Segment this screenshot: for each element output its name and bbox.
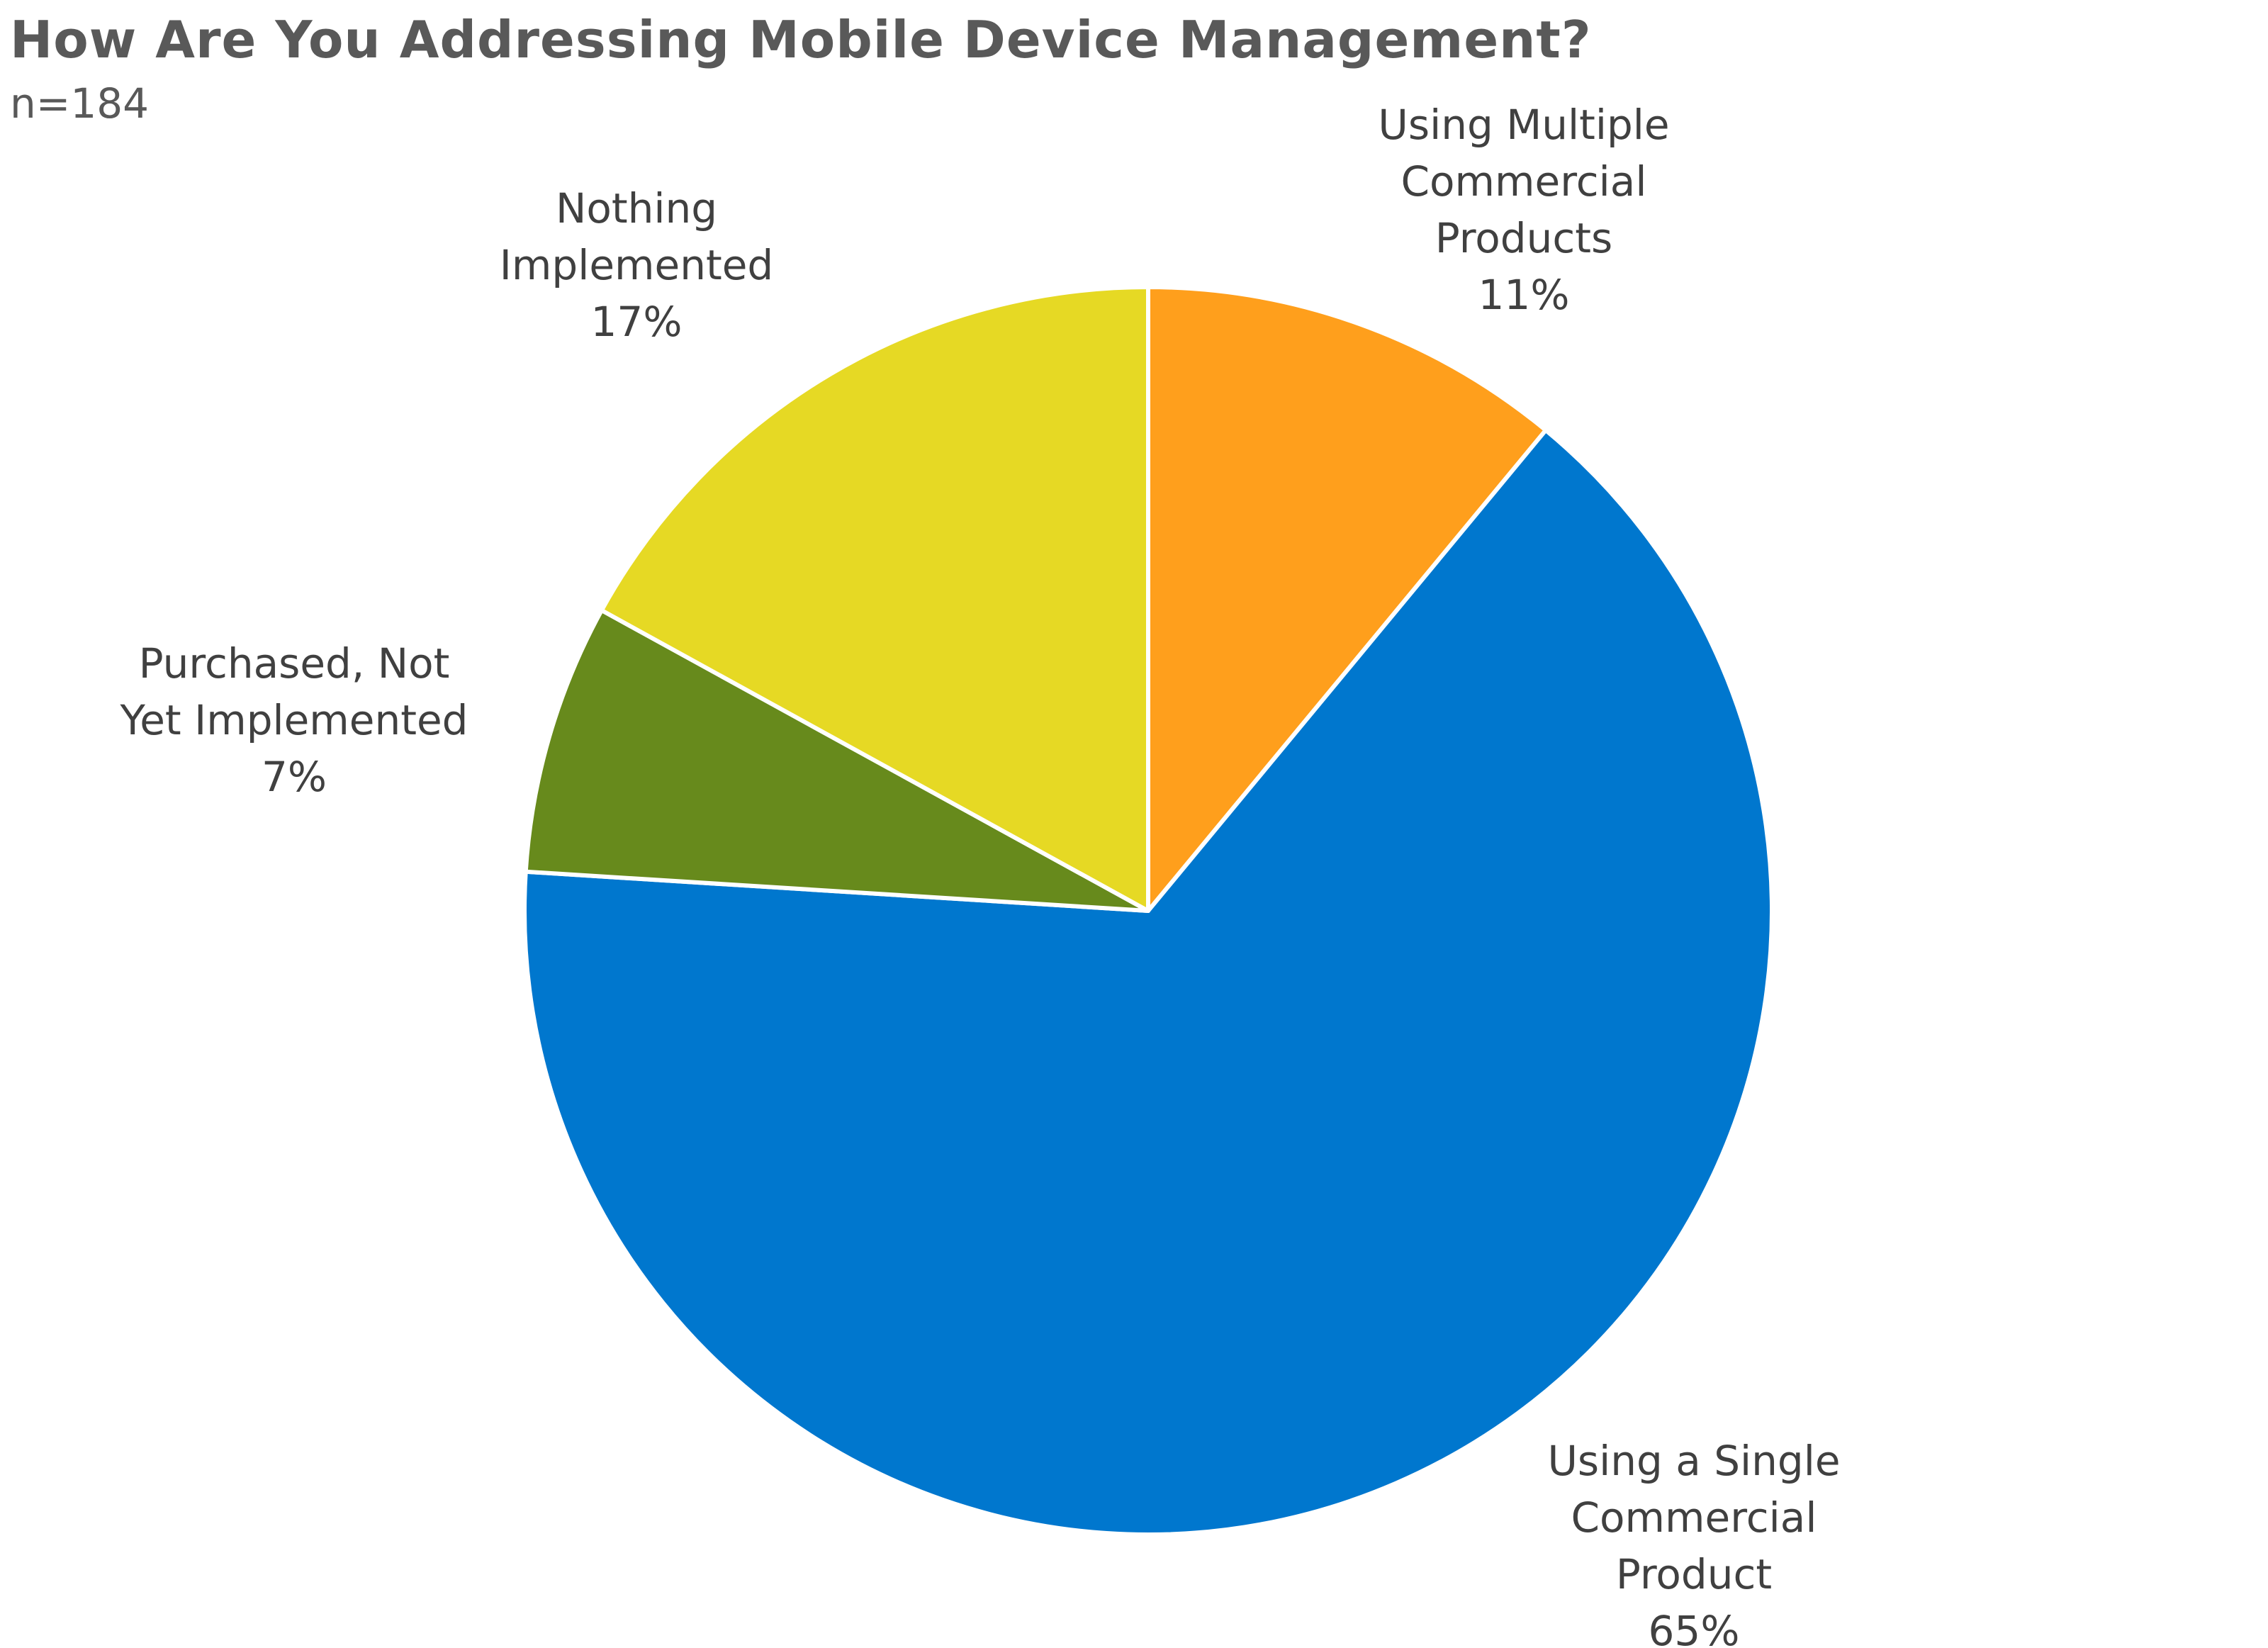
pie-slice-purchased-not-yet-implemented <box>523 608 1150 913</box>
slice-category-label: Commercial <box>1571 1493 1817 1542</box>
chart-subtitle: n=184 <box>10 79 150 128</box>
slice-category-label: Using Multiple <box>1378 101 1669 149</box>
slice-category-label: Nothing <box>556 184 717 232</box>
slice-label-nothing-implemented: Nothing Implemented 17% <box>500 184 773 346</box>
slice-category-label: Product <box>1616 1550 1772 1598</box>
slice-category-label: Commercial <box>1401 157 1647 206</box>
slice-value-label: 11% <box>1478 271 1570 319</box>
pie-slices <box>522 285 1774 1537</box>
slice-category-label: Implemented <box>500 241 773 289</box>
pie-labels: Using Multiple Commercial Products 11%Using… <box>120 101 1841 1648</box>
slice-label-using-multiple-commercial-products: Using Multiple Commercial Products 11% <box>1378 101 1669 319</box>
slice-label-purchased-not-yet-implemented: Purchased, Not Yet Implemented 7% <box>120 639 468 801</box>
pie-slice-nothing-implemented <box>599 285 1150 913</box>
slice-category-label: Purchased, Not <box>139 639 450 688</box>
chart-title: How Are You Addressing Mobile Device Man… <box>10 10 1592 69</box>
slice-category-label: Yet Implemented <box>120 696 468 744</box>
slice-value-label: 17% <box>591 298 683 346</box>
pie-slice-using-multiple-commercial-products <box>1146 285 1548 913</box>
slice-category-label: Using a Single <box>1547 1437 1840 1485</box>
pie-slice-using-a-single-commercial-product <box>522 427 1774 1537</box>
slice-label-using-a-single-commercial-product: Using a Single Commercial Product 65% <box>1547 1437 1840 1648</box>
slice-value-label: 65% <box>1649 1607 1740 1648</box>
slice-category-label: Products <box>1435 214 1612 262</box>
slice-value-label: 7% <box>262 753 327 801</box>
